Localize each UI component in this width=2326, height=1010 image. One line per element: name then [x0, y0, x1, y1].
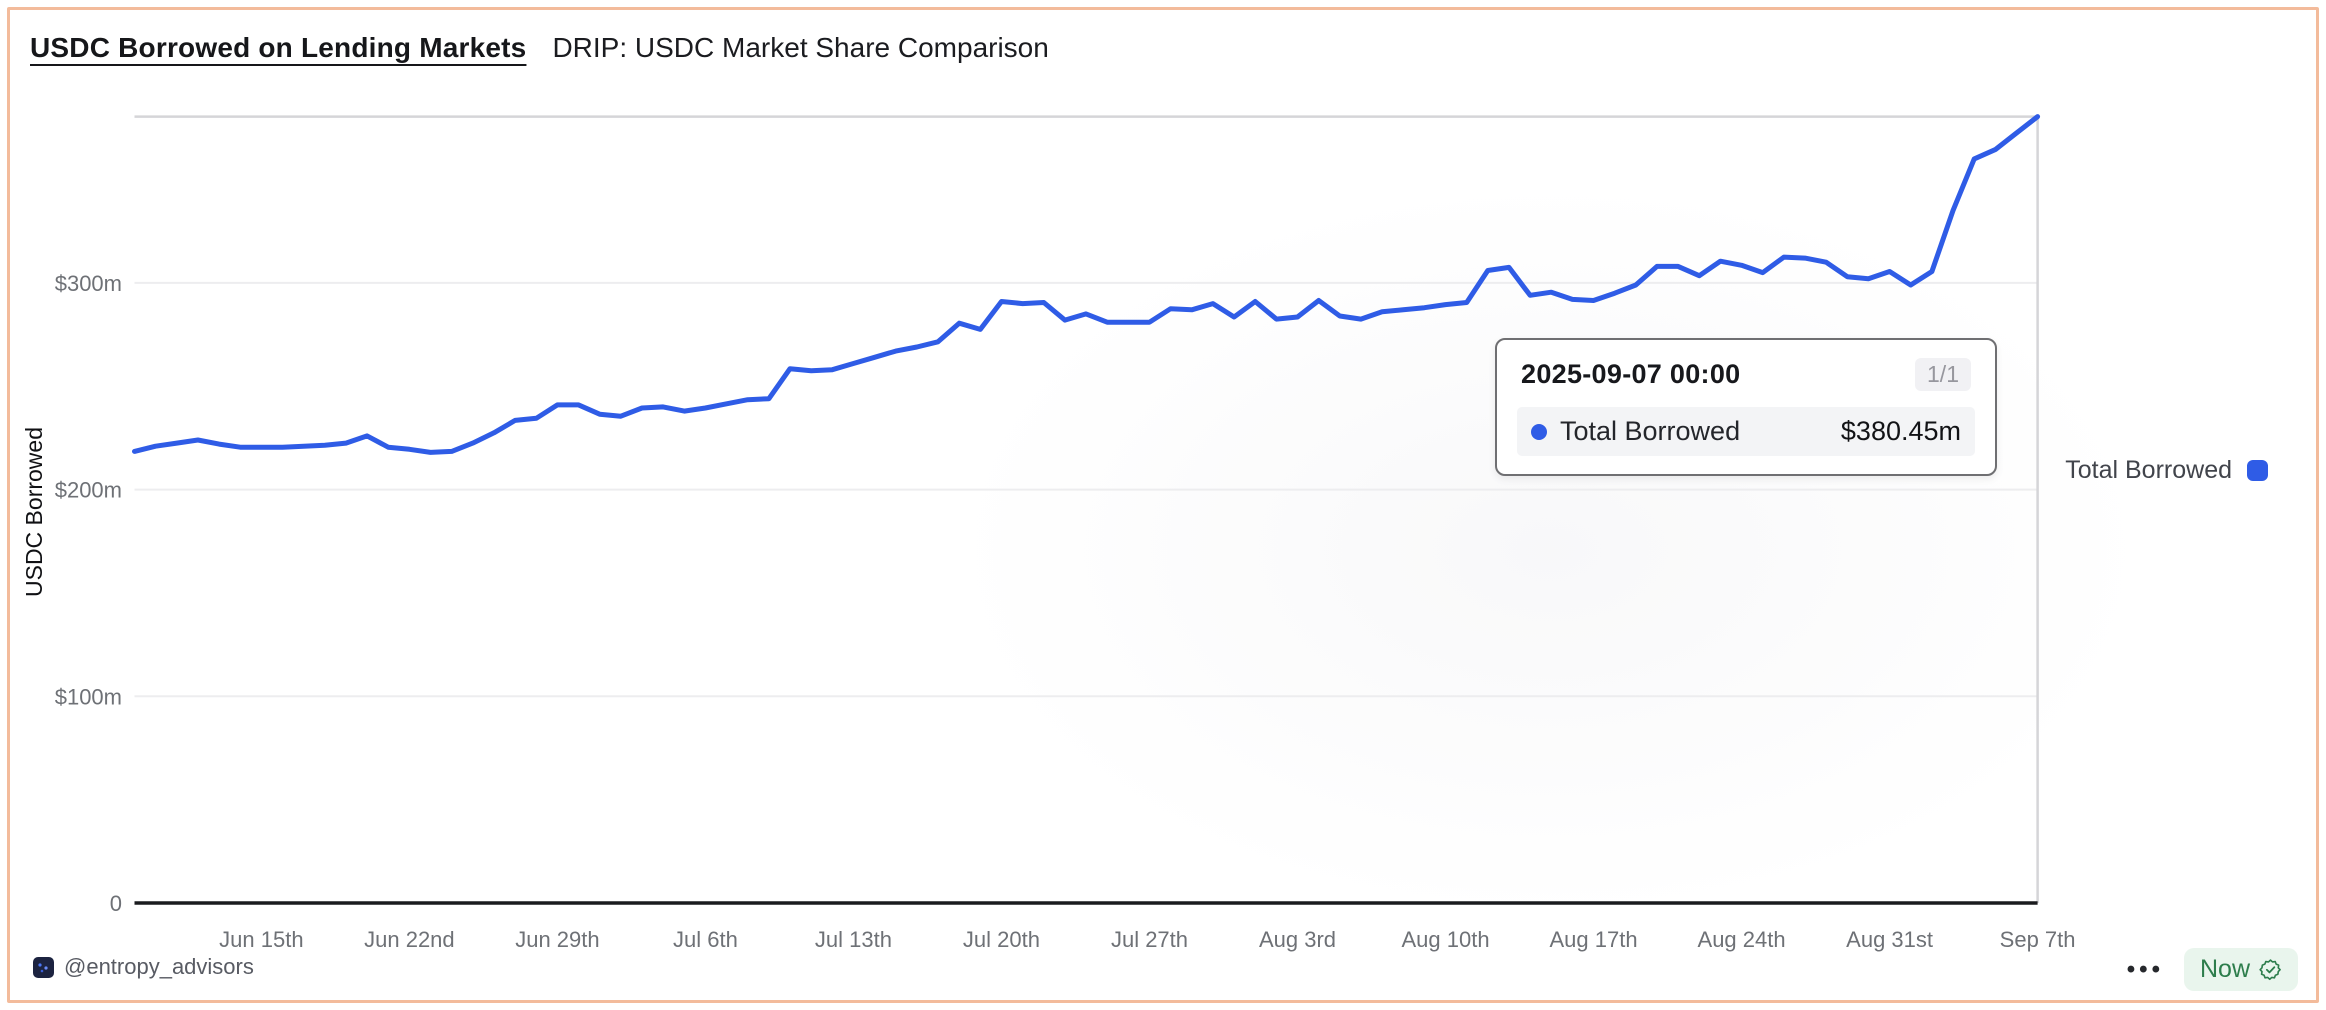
x-tick-label: Jul 27th — [1111, 927, 1188, 952]
y-tick-label: $100m — [55, 684, 122, 709]
y-axis-title: USDC Borrowed — [21, 427, 47, 597]
legend-item-total-borrowed[interactable]: Total Borrowed — [2065, 456, 2232, 484]
titlebar: USDC Borrowed on Lending Markets DRIP: U… — [30, 32, 1049, 64]
legend: Total Borrowed — [2065, 456, 2268, 485]
page-subtitle: DRIP: USDC Market Share Comparison — [552, 32, 1049, 63]
total-borrowed-line[interactable] — [132, 114, 2041, 455]
x-tick-label: Jun 15th — [219, 927, 303, 952]
x-tick-label: Aug 3rd — [1259, 927, 1336, 952]
legend-swatch-icon[interactable] — [2247, 460, 2268, 481]
verified-check-icon — [2259, 959, 2281, 981]
y-tick-label: 0 — [110, 891, 122, 916]
x-tick-label: Jul 20th — [963, 927, 1040, 952]
x-tick-label: Jun 22nd — [364, 927, 455, 952]
x-tick-label: Aug 31st — [1846, 927, 1933, 952]
live-status-text: Now — [2199, 955, 2250, 983]
series-dot-icon — [1531, 423, 1547, 440]
tooltip-series-label: Total Borrowed — [1560, 416, 1741, 446]
x-tick-label: Sep 7th — [2000, 927, 2076, 952]
x-tick-label: Jul 13th — [815, 927, 892, 952]
tooltip-series-row: Total Borrowed $380.45m — [1517, 407, 1975, 456]
y-tick-label: $200m — [55, 478, 122, 503]
chart-tooltip: 2025-09-07 00:00 1/1 Total Borrowed $380… — [1495, 338, 1997, 476]
entropy-avatar — [33, 956, 54, 978]
live-status-badge[interactable]: Now — [2183, 948, 2298, 991]
attribution-handle: @entropy_advisors — [64, 954, 254, 979]
tooltip-header: 2025-09-07 00:00 1/1 — [1517, 358, 1975, 391]
footer-controls: ••• Now — [2127, 948, 2298, 991]
tooltip-series-value: $380.45m — [1840, 416, 1961, 446]
page-title[interactable]: USDC Borrowed on Lending Markets — [30, 32, 527, 63]
more-options-button[interactable]: ••• — [2126, 955, 2164, 983]
x-tick-label: Aug 24th — [1698, 927, 1786, 952]
attribution: @entropy_advisors — [33, 954, 254, 980]
x-tick-label: Jul 6th — [673, 927, 738, 952]
page-frame — [7, 7, 2319, 1003]
y-tick-label: $300m — [55, 271, 122, 296]
tooltip-page-badge: 1/1 — [1915, 358, 1971, 391]
x-tick-label: Jun 29th — [515, 927, 599, 952]
x-tick-label: Aug 10th — [1401, 927, 1489, 952]
x-tick-label: Aug 17th — [1550, 927, 1638, 952]
tooltip-date: 2025-09-07 00:00 — [1521, 359, 1741, 389]
